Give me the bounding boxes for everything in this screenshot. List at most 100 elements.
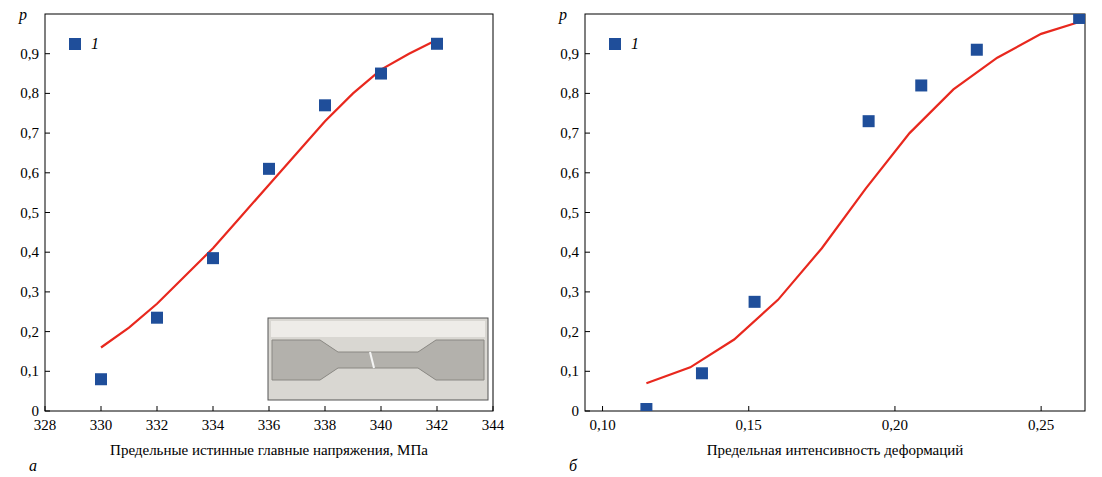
panel-label: а	[29, 457, 37, 474]
data-area	[95, 38, 443, 385]
data-point	[640, 403, 652, 411]
y-tick	[585, 53, 590, 54]
y-tick	[45, 291, 50, 292]
legend-label: 1	[631, 35, 639, 52]
data-point	[915, 79, 927, 91]
legend-marker	[69, 38, 81, 50]
y-tick	[45, 93, 50, 94]
data-point	[375, 68, 387, 80]
y-tick	[45, 172, 50, 173]
x-tick-label: 0,10	[589, 417, 615, 433]
y-tick-label: 0,2	[20, 324, 39, 340]
x-tick-label: 0,20	[882, 417, 908, 433]
x-tick	[45, 406, 46, 411]
y-tick-label: 0,9	[20, 46, 39, 62]
y-axis-title: p	[558, 6, 567, 24]
data-point	[263, 163, 275, 175]
x-tick	[213, 406, 214, 411]
x-axis-title: Предельные истинные главные напряжения, …	[110, 442, 428, 458]
x-tick-label: 332	[146, 417, 169, 433]
legend: 1	[69, 35, 99, 52]
y-tick-label: 0,3	[20, 284, 39, 300]
x-tick	[602, 406, 603, 411]
x-tick	[1041, 406, 1042, 411]
y-tick-label: 0,1	[560, 363, 579, 379]
y-tick	[45, 331, 50, 332]
y-tick-label: 0,6	[560, 165, 579, 181]
x-tick	[101, 406, 102, 411]
y-tick	[585, 331, 590, 332]
x-tick-label: 338	[314, 417, 337, 433]
x-tick	[437, 406, 438, 411]
y-tick-label: 0,3	[560, 284, 579, 300]
x-tick	[748, 406, 749, 411]
x-tick-label: 342	[426, 417, 449, 433]
data-point	[749, 296, 761, 308]
fracture	[370, 352, 374, 368]
x-tick-label: 0,15	[736, 417, 762, 433]
x-tick-label: 344	[482, 417, 505, 433]
y-tick	[585, 212, 590, 213]
figure: 32833033233433633834034234400,10,20,30,4…	[0, 0, 1102, 477]
x-tick	[381, 406, 382, 411]
plot-frame	[585, 14, 1085, 411]
y-tick-label: 0	[32, 403, 40, 419]
data-point	[1073, 14, 1085, 24]
y-tick-label: 0,5	[20, 205, 39, 221]
data-area	[640, 14, 1085, 411]
y-tick-label: 0,4	[560, 244, 579, 260]
x-tick-label: 334	[202, 417, 225, 433]
legend-marker	[609, 38, 621, 50]
y-tick	[585, 93, 590, 94]
y-tick	[45, 411, 50, 412]
data-point	[863, 115, 875, 127]
y-tick-label: 0,5	[560, 205, 579, 221]
y-tick	[585, 172, 590, 173]
y-tick	[585, 133, 590, 134]
x-tick	[157, 406, 158, 411]
y-tick-label: 0,6	[20, 165, 39, 181]
specimen-photo	[268, 318, 488, 400]
y-axis-title: p	[18, 6, 27, 24]
y-tick	[45, 371, 50, 372]
panel: 32833033233433633834034234400,10,20,30,4…	[18, 6, 505, 474]
y-tick-label: 0,7	[20, 125, 39, 141]
y-tick	[45, 53, 50, 54]
y-tick-label: 0,9	[560, 46, 579, 62]
y-tick	[585, 411, 590, 412]
data-point	[151, 312, 163, 324]
data-point	[431, 38, 443, 50]
x-tick	[894, 406, 895, 411]
y-tick	[585, 371, 590, 372]
x-tick-label: 336	[258, 417, 281, 433]
fit-curve	[101, 40, 437, 348]
x-tick	[493, 406, 494, 411]
y-tick-label: 0	[572, 403, 580, 419]
panel: 0,10 0,15 0,20 0,25 0 0,1 0,2 0,3 0,4 0,5 0,6 0,7 0,…	[558, 6, 1085, 474]
y-tick	[45, 133, 50, 134]
photo-frame	[268, 318, 488, 400]
legend-label: 1	[91, 35, 99, 52]
data-point	[95, 373, 107, 385]
plot-frame	[45, 14, 493, 411]
panel-label: б	[569, 457, 578, 474]
legend: 1	[609, 35, 639, 52]
y-tick-label: 0,8	[20, 85, 39, 101]
specimen	[272, 340, 484, 380]
x-tick	[269, 406, 270, 411]
y-tick-label: 0,7	[560, 125, 579, 141]
data-point	[207, 252, 219, 264]
photo-background	[271, 321, 485, 337]
y-tick	[585, 291, 590, 292]
y-tick	[585, 252, 590, 253]
x-axis-title: Предельная интенсивность деформаций	[707, 442, 964, 458]
y-tick-label: 0,1	[20, 363, 39, 379]
x-tick	[325, 406, 326, 411]
y-tick-label: 0,8	[560, 85, 579, 101]
x-tick-label: 0,25	[1028, 417, 1054, 433]
y-tick-label: 0,2	[560, 324, 579, 340]
y-tick	[45, 212, 50, 213]
data-point	[319, 99, 331, 111]
x-tick-label: 340	[370, 417, 393, 433]
data-point	[696, 367, 708, 379]
